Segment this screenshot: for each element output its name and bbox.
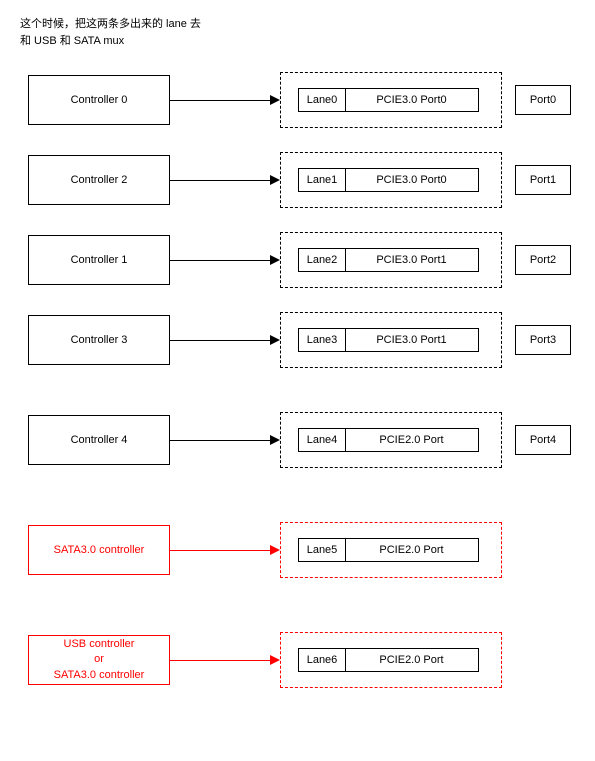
caption-line1: 这个时候，把这两条多出来的 lane 去 [20, 18, 201, 30]
caption-line2: 和 USB 和 SATA mux [20, 35, 124, 47]
arrow-head-1 [270, 175, 280, 185]
controller-label-6: USB controllerorSATA3.0 controller [54, 637, 145, 683]
arrow-line-3 [170, 340, 271, 341]
lane-label-6: Lane6 [298, 648, 346, 672]
lane-label-3: Lane3 [298, 328, 346, 352]
controller-box-6: USB controllerorSATA3.0 controller [28, 635, 170, 685]
port-box-2: Port2 [515, 245, 571, 275]
arrow-line-4 [170, 440, 271, 441]
arrow-line-1 [170, 180, 271, 181]
arrow-line-6 [170, 660, 271, 661]
pcie-label-0: PCIE3.0 Port0 [345, 88, 479, 112]
controller-box-4: Controller 4 [28, 415, 170, 465]
lane-label-2: Lane2 [298, 248, 346, 272]
controller-box-5: SATA3.0 controller [28, 525, 170, 575]
controller-box-1: Controller 2 [28, 155, 170, 205]
lane-label-1: Lane1 [298, 168, 346, 192]
pcie-label-2: PCIE3.0 Port1 [345, 248, 479, 272]
pcie-label-4: PCIE2.0 Port [345, 428, 479, 452]
pcie-label-1: PCIE3.0 Port0 [345, 168, 479, 192]
controller-box-3: Controller 3 [28, 315, 170, 365]
pcie-label-6: PCIE2.0 Port [345, 648, 479, 672]
port-box-3: Port3 [515, 325, 571, 355]
arrow-head-5 [270, 545, 280, 555]
arrow-head-6 [270, 655, 280, 665]
lane-label-5: Lane5 [298, 538, 346, 562]
controller-box-2: Controller 1 [28, 235, 170, 285]
port-box-0: Port0 [515, 85, 571, 115]
controller-box-0: Controller 0 [28, 75, 170, 125]
caption: 这个时候，把这两条多出来的 lane 去 和 USB 和 SATA mux [20, 16, 201, 49]
arrow-head-4 [270, 435, 280, 445]
arrow-head-2 [270, 255, 280, 265]
arrow-line-5 [170, 550, 271, 551]
pcie-label-3: PCIE3.0 Port1 [345, 328, 479, 352]
pcie-label-5: PCIE2.0 Port [345, 538, 479, 562]
port-box-1: Port1 [515, 165, 571, 195]
port-box-4: Port4 [515, 425, 571, 455]
arrow-head-3 [270, 335, 280, 345]
arrow-head-0 [270, 95, 280, 105]
arrow-line-2 [170, 260, 271, 261]
lane-label-0: Lane0 [298, 88, 346, 112]
lane-label-4: Lane4 [298, 428, 346, 452]
diagram-canvas: 这个时候，把这两条多出来的 lane 去 和 USB 和 SATA mux Co… [0, 0, 595, 761]
arrow-line-0 [170, 100, 271, 101]
